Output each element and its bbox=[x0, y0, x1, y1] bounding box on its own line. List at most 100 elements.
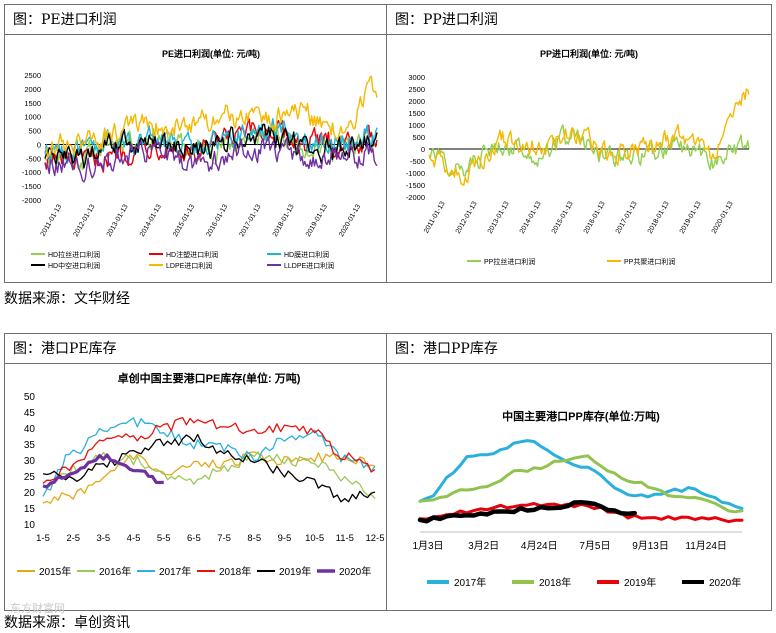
legend-label: 2017年 bbox=[454, 576, 486, 589]
series-line bbox=[44, 118, 378, 165]
x-tick-label: 11-5 bbox=[336, 533, 354, 544]
x-tick-label: 2018-01-13 bbox=[647, 200, 671, 235]
x-tick-label: 2013-01-13 bbox=[487, 200, 511, 235]
x-tick-label: 2017-01-13 bbox=[615, 200, 639, 235]
x-tick-label: 2015-01-13 bbox=[172, 203, 196, 238]
x-tick-label: 2019-01-13 bbox=[679, 200, 703, 235]
series-line bbox=[42, 433, 376, 503]
x-tick-label: 2015-01-13 bbox=[551, 200, 575, 235]
series-line bbox=[418, 502, 744, 524]
y-tick-label: -1000 bbox=[406, 169, 425, 178]
x-tick-label: 3月2日 bbox=[468, 540, 499, 552]
legend-label: 2019年 bbox=[279, 565, 311, 578]
legend-label: LLDPE进口利润 bbox=[284, 261, 334, 270]
y-tick-label: 2000 bbox=[408, 97, 425, 106]
y-tick-label: -500 bbox=[26, 154, 41, 163]
legend-label: HD中空进口利润 bbox=[48, 261, 100, 270]
y-tick-label: 2500 bbox=[408, 85, 425, 94]
y-tick-label: 500 bbox=[28, 127, 41, 136]
x-tick-label: 5-5 bbox=[157, 533, 171, 544]
x-tick-label: 2020-01-13 bbox=[711, 200, 735, 235]
x-tick-label: 2-5 bbox=[66, 533, 80, 544]
series-line bbox=[418, 454, 744, 514]
legend-label: 2018年 bbox=[219, 565, 251, 578]
y-tick-label: -1500 bbox=[22, 182, 41, 191]
chart-title: 中国主要港口PP库存(单位:万吨) bbox=[502, 409, 660, 423]
y-tick-label: 30 bbox=[24, 456, 36, 467]
x-tick-label: 2014-01-13 bbox=[519, 200, 543, 235]
y-tick-label: -500 bbox=[410, 157, 425, 166]
series-line bbox=[417, 499, 637, 524]
series-line bbox=[418, 439, 744, 510]
x-tick-label: 1月3日 bbox=[412, 540, 443, 552]
chart-title: PE进口利润(单位: 元/吨) bbox=[162, 48, 260, 59]
pe-inventory-panel: 图：港口PE库存 卓创中国主要港口PE库存(单位: 万吨) 10 15 20 25 30 3… bbox=[4, 333, 387, 611]
x-tick-label: 7-5 bbox=[217, 533, 231, 544]
legend-label: 2015年 bbox=[39, 565, 71, 578]
y-tick-label: 45 bbox=[24, 408, 36, 419]
x-tick-label: 10-5 bbox=[305, 533, 324, 544]
y-tick-label: 15 bbox=[24, 504, 36, 515]
y-tick-label: 500 bbox=[412, 133, 425, 142]
legend-label: HD注塑进口利润 bbox=[166, 250, 218, 259]
panel-title: 图：PP进口利润 bbox=[387, 5, 771, 35]
y-tick-label: 10 bbox=[24, 520, 36, 531]
panel-title: 图：港口PE库存 bbox=[5, 334, 386, 364]
x-tick-label: 11月24日 bbox=[685, 540, 727, 552]
watermark: 东方财富网 bbox=[10, 602, 65, 615]
y-tick-label: -1000 bbox=[22, 168, 41, 177]
y-tick-label: 1500 bbox=[408, 109, 425, 118]
legend-label: PP共聚进口利润 bbox=[624, 257, 675, 266]
series-line bbox=[42, 451, 376, 504]
series-line bbox=[42, 417, 376, 497]
pp-import-profit-chart: PP进口利润(单位: 元/吨) -2000 -1500 -1000 -500 0 500 10… bbox=[406, 48, 750, 266]
y-tick-label: 1000 bbox=[408, 121, 425, 130]
legend-label: 2017年 bbox=[159, 565, 191, 578]
series-line bbox=[428, 124, 750, 177]
y-tick-label: 2000 bbox=[24, 85, 41, 94]
x-tick-label: 8-5 bbox=[247, 533, 261, 544]
x-tick-label: 2017-01-13 bbox=[239, 203, 263, 238]
series-line bbox=[42, 451, 376, 499]
pp-inventory-panel: 图：港口PP库存 中国主要港口PP库存(单位:万吨) 1月3日 3月2日 4月24日 7… bbox=[386, 333, 772, 611]
series-line bbox=[44, 136, 378, 183]
x-tick-label: 7月5日 bbox=[579, 540, 610, 552]
y-tick-label: 0 bbox=[37, 140, 41, 149]
chart-title: 卓创中国主要港口PE库存(单位: 万吨) bbox=[118, 371, 301, 385]
y-tick-label: -1500 bbox=[406, 181, 425, 190]
source-note-bottom: 数据来源：卓创资讯 bbox=[4, 615, 130, 631]
x-tick-label: 9-5 bbox=[278, 533, 292, 544]
y-tick-label: -2000 bbox=[22, 196, 41, 205]
y-tick-label: 1000 bbox=[24, 113, 41, 122]
series-line bbox=[42, 453, 164, 489]
x-tick-label: 2012-01-13 bbox=[455, 200, 479, 235]
y-tick-label: 2500 bbox=[24, 71, 41, 80]
x-tick-label: 2013-01-13 bbox=[106, 203, 130, 238]
y-tick-label: 50 bbox=[24, 392, 36, 403]
legend-label: 2018年 bbox=[539, 576, 571, 589]
legend-label: 2016年 bbox=[99, 565, 131, 578]
source-note-top: 数据来源：文华财经 bbox=[4, 291, 130, 307]
pe-inventory-chart: 卓创中国主要港口PE库存(单位: 万吨) 10 15 20 25 30 35 40 45 50 1-… bbox=[17, 371, 385, 578]
series-line bbox=[44, 75, 378, 159]
pp-inventory-chart: 中国主要港口PP库存(单位:万吨) 1月3日 3月2日 4月24日 7月5日 9月13日 1… bbox=[412, 409, 744, 589]
legend-label: LDPE进口利润 bbox=[166, 261, 212, 270]
x-tick-label: 2011-01-13 bbox=[423, 200, 447, 234]
x-tick-label: 2018-01-13 bbox=[272, 203, 296, 238]
y-tick-label: -2000 bbox=[406, 193, 425, 202]
legend-label: HD膜进口利润 bbox=[284, 250, 329, 259]
x-tick-label: 3-5 bbox=[96, 533, 110, 544]
x-tick-label: 12-5 bbox=[365, 533, 384, 544]
x-tick-label: 2012-01-13 bbox=[73, 203, 97, 238]
x-tick-label: 2014-01-13 bbox=[139, 203, 163, 238]
y-tick-label: 35 bbox=[24, 440, 36, 451]
y-tick-label: 25 bbox=[24, 472, 36, 483]
series-line bbox=[428, 88, 750, 187]
x-tick-label: 4-5 bbox=[127, 533, 141, 544]
x-tick-label: 2011-01-13 bbox=[40, 203, 64, 237]
x-tick-label: 2019-01-13 bbox=[305, 203, 329, 238]
x-tick-label: 9月13日 bbox=[632, 540, 669, 552]
pe-import-profit-chart: PE进口利润(单位: 元/吨) -2000 -1500 -1000 -500 0 500 10… bbox=[22, 48, 378, 270]
legend-label: HD拉丝进口利润 bbox=[48, 250, 100, 259]
pp-import-panel: 图：PP进口利润 PP进口利润(单位: 元/吨) -2000 -1500 -1000 -… bbox=[386, 4, 772, 283]
